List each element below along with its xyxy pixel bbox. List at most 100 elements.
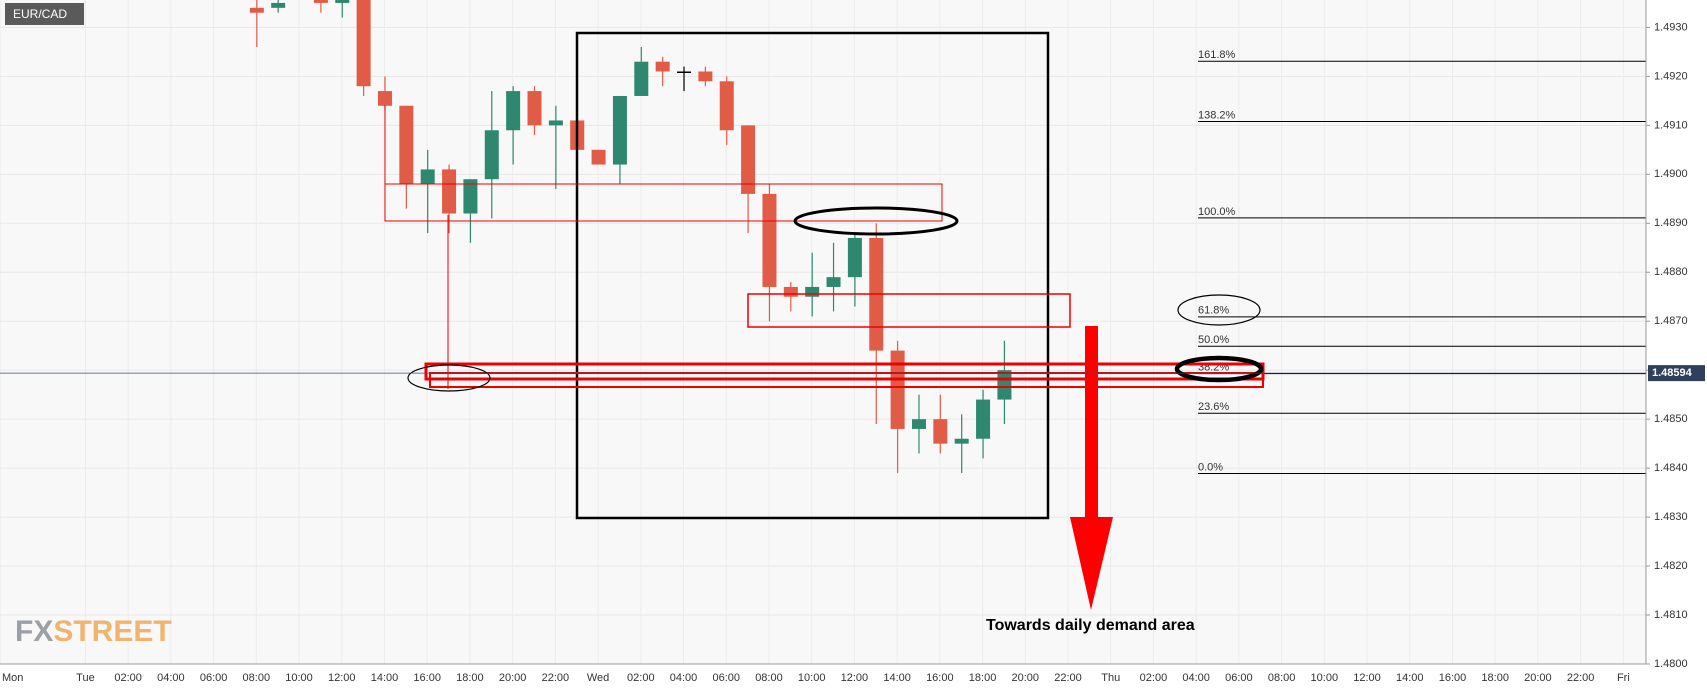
x-tick-label: 08:00	[243, 672, 271, 684]
x-tick-label: 16:00	[413, 672, 441, 684]
symbol: EUR/CAD	[13, 7, 67, 21]
x-tick-label: 04:00	[670, 672, 698, 684]
logo-part: STREET	[53, 615, 171, 648]
fib-label: 23.6%	[1198, 401, 1229, 413]
fib-label: 61.8%	[1198, 305, 1229, 317]
candle-body	[356, 0, 371, 87]
x-tick-label: Thu	[1101, 672, 1120, 684]
candle-body	[634, 61, 649, 96]
candle-body	[826, 277, 841, 287]
drawings	[384, 31, 1265, 610]
y-tick-label: 1.4930	[1654, 21, 1688, 33]
fib-label: 100.0%	[1198, 206, 1236, 218]
x-tick-label: 10:00	[1311, 672, 1339, 684]
candle-body	[741, 125, 756, 194]
x-tick-label: Wed	[587, 672, 609, 684]
candle-body	[933, 419, 948, 444]
candle-body	[997, 370, 1012, 400]
candle-body	[377, 91, 392, 106]
candle-body	[698, 71, 713, 82]
candle-body	[805, 286, 820, 297]
y-tick-label: 1.4840	[1654, 462, 1688, 474]
y-tick-label: 1.4850	[1654, 413, 1688, 425]
candle-body	[249, 7, 264, 13]
x-tick-label: Mon	[2, 672, 23, 684]
x-tick-label: 06:00	[200, 672, 228, 684]
highlight-ellipse	[407, 364, 491, 392]
x-tick-label: 08:00	[755, 672, 783, 684]
x-tick-label: 14:00	[371, 672, 399, 684]
x-tick-label: 14:00	[883, 672, 911, 684]
y-tick-label: 1.4820	[1654, 560, 1688, 572]
candle-body	[719, 81, 734, 131]
x-tick-label: 10:00	[798, 672, 826, 684]
y-tick-label: 1.4880	[1654, 266, 1688, 278]
x-tick-label: Tue	[76, 672, 95, 684]
fib-label: 0.0%	[1198, 461, 1223, 473]
x-tick-label: 22:00	[1054, 672, 1082, 684]
y-tick-label: 1.4910	[1654, 119, 1688, 131]
highlight-ellipse	[1177, 294, 1261, 326]
x-tick-label: 20:00	[1524, 672, 1552, 684]
logo: FXSTREET	[15, 615, 172, 648]
candle-body	[399, 105, 414, 185]
x-tick-label: 08:00	[1268, 672, 1296, 684]
x-tick-label: 18:00	[1481, 672, 1509, 684]
candle-body	[442, 169, 457, 214]
annotation: Towards daily demand area	[986, 617, 1195, 634]
candle-body	[527, 91, 542, 126]
y-tick-label: 1.4810	[1654, 609, 1688, 621]
x-tick-label: 04:00	[1182, 672, 1210, 684]
y-tick-label: 1.4800	[1654, 658, 1688, 670]
candle-body	[335, 0, 350, 3]
last-price-badge	[1648, 365, 1705, 382]
zone-box	[747, 293, 1071, 328]
candle-body	[655, 61, 670, 72]
x-tick-label: 20:00	[499, 672, 527, 684]
x-tick-label: 12:00	[328, 672, 356, 684]
x-tick-label: 06:00	[1225, 672, 1253, 684]
x-tick-label: 22:00	[542, 672, 570, 684]
y-tick-label: 1.4830	[1654, 511, 1688, 523]
candles	[249, 0, 1012, 474]
candle-body	[548, 120, 563, 126]
candle-body	[762, 193, 777, 287]
axes: 1.4800 1.4810 1.4820 1.4830 1.4840 1.4850 1.48…	[2, 21, 1688, 684]
x-tick-label: 02:00	[114, 672, 142, 684]
focus-box	[575, 31, 1050, 520]
arrow-shaft	[1085, 326, 1098, 518]
plot-area	[0, 0, 1646, 664]
arrow-head	[1070, 517, 1113, 610]
candle-body	[911, 419, 926, 429]
highlight-ellipse	[793, 206, 959, 236]
y-tick-label: 1.4920	[1654, 70, 1688, 82]
x-tick-label: 10:00	[285, 672, 313, 684]
candle-body	[783, 286, 798, 297]
candle-body	[677, 71, 692, 73]
x-tick-label: 12:00	[841, 672, 869, 684]
candle-body	[420, 169, 435, 185]
candle-body	[484, 130, 499, 180]
zone-box	[424, 362, 1265, 381]
candle-body	[890, 350, 905, 429]
x-tick-label: 20:00	[1012, 672, 1040, 684]
logo-part: FX	[15, 615, 53, 648]
x-tick-label: 18:00	[969, 672, 997, 684]
y-tick-label: 1.4870	[1654, 315, 1688, 327]
highlight-ellipse	[1174, 355, 1264, 383]
candle-body	[463, 179, 478, 214]
x-tick-label: 16:00	[1439, 672, 1467, 684]
x-tick-label: 22:00	[1567, 672, 1595, 684]
fib-label: 138.2%	[1198, 109, 1236, 121]
x-tick-label: 14:00	[1396, 672, 1424, 684]
y-tick-label: 1.4890	[1654, 217, 1688, 229]
candle-body	[591, 149, 606, 165]
y-tick-label: 1.4900	[1654, 168, 1688, 180]
x-tick-label: 06:00	[712, 672, 740, 684]
x-tick-label: 02:00	[1140, 672, 1168, 684]
fib-levels: 161.8%138.2%100.0%61.8%50.0%38.2%23.6%0.…	[1198, 49, 1646, 475]
fib-label: 50.0%	[1198, 334, 1229, 346]
last-price-label: 1.48594	[1652, 367, 1693, 379]
candle-body	[506, 91, 521, 131]
